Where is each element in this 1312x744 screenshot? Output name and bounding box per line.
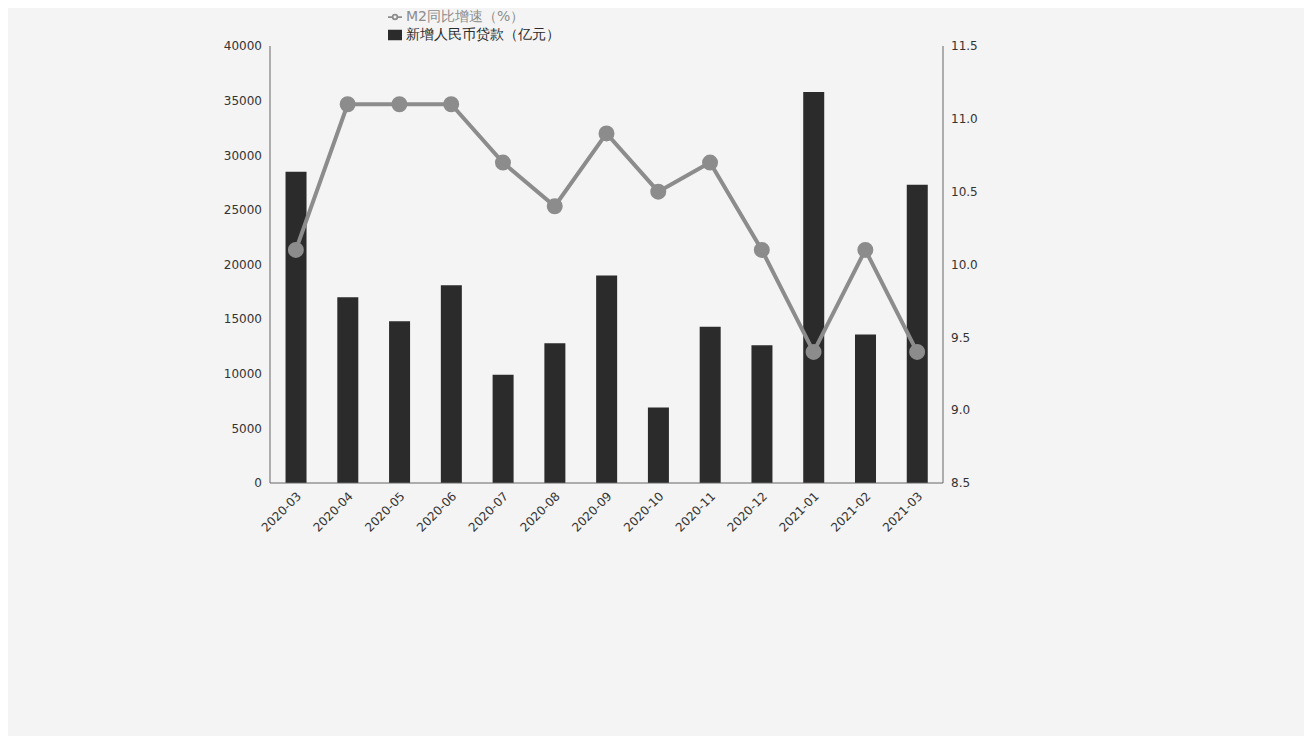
svg-text:10.5: 10.5: [951, 185, 978, 199]
svg-text:8.5: 8.5: [951, 476, 970, 490]
svg-text:10.0: 10.0: [951, 258, 978, 272]
svg-text:2020-10: 2020-10: [621, 489, 666, 534]
svg-text:11.0: 11.0: [951, 112, 978, 126]
svg-text:2020-08: 2020-08: [518, 489, 563, 534]
svg-text:0: 0: [254, 476, 262, 490]
svg-text:2021-02: 2021-02: [828, 489, 873, 534]
svg-text:2020-11: 2020-11: [673, 489, 718, 534]
svg-text:9.5: 9.5: [951, 331, 970, 345]
svg-text:2021-03: 2021-03: [880, 489, 925, 534]
svg-text:35000: 35000: [224, 94, 262, 108]
svg-text:15000: 15000: [224, 312, 262, 326]
svg-text:2021-01: 2021-01: [776, 489, 821, 534]
svg-text:10000: 10000: [224, 367, 262, 381]
svg-text:25000: 25000: [224, 203, 262, 217]
html-text:M2同比增速（%）: M2同比增速（%）: [406, 8, 525, 24]
svg-text:2020-05: 2020-05: [362, 489, 407, 534]
svg-text:2020-09: 2020-09: [569, 489, 614, 534]
html-text:新增人民币贷款（亿元）: 新增人民币贷款（亿元）: [406, 26, 560, 42]
svg-text:20000: 20000: [224, 258, 262, 272]
svg-text:2020-12: 2020-12: [725, 489, 770, 534]
svg-text:5000: 5000: [231, 422, 262, 436]
svg-text:40000: 40000: [224, 39, 262, 53]
svg-text:11.5: 11.5: [951, 39, 978, 53]
svg-text:30000: 30000: [224, 149, 262, 163]
svg-text:2020-07: 2020-07: [466, 489, 511, 534]
svg-text:9.0: 9.0: [951, 403, 970, 417]
svg-text:2020-04: 2020-04: [310, 489, 355, 534]
svg-text:2020-03: 2020-03: [259, 489, 304, 534]
svg-text:2020-06: 2020-06: [414, 489, 459, 534]
